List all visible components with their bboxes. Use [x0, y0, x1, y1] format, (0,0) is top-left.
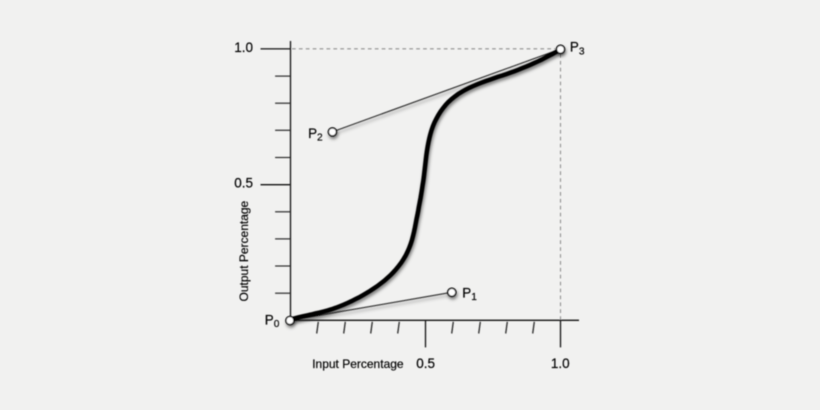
svg-text:Output Percentage: Output Percentage: [237, 200, 251, 301]
svg-text:P0: P0: [265, 312, 280, 330]
svg-text:Input Percentage: Input Percentage: [312, 357, 404, 371]
svg-text:0.5: 0.5: [416, 356, 435, 371]
svg-text:1.0: 1.0: [234, 40, 253, 55]
svg-text:0.5: 0.5: [234, 176, 253, 191]
svg-text:P1: P1: [462, 286, 477, 304]
svg-text:P2: P2: [308, 126, 323, 144]
svg-text:P3: P3: [570, 39, 585, 57]
svg-text:1.0: 1.0: [551, 356, 570, 371]
